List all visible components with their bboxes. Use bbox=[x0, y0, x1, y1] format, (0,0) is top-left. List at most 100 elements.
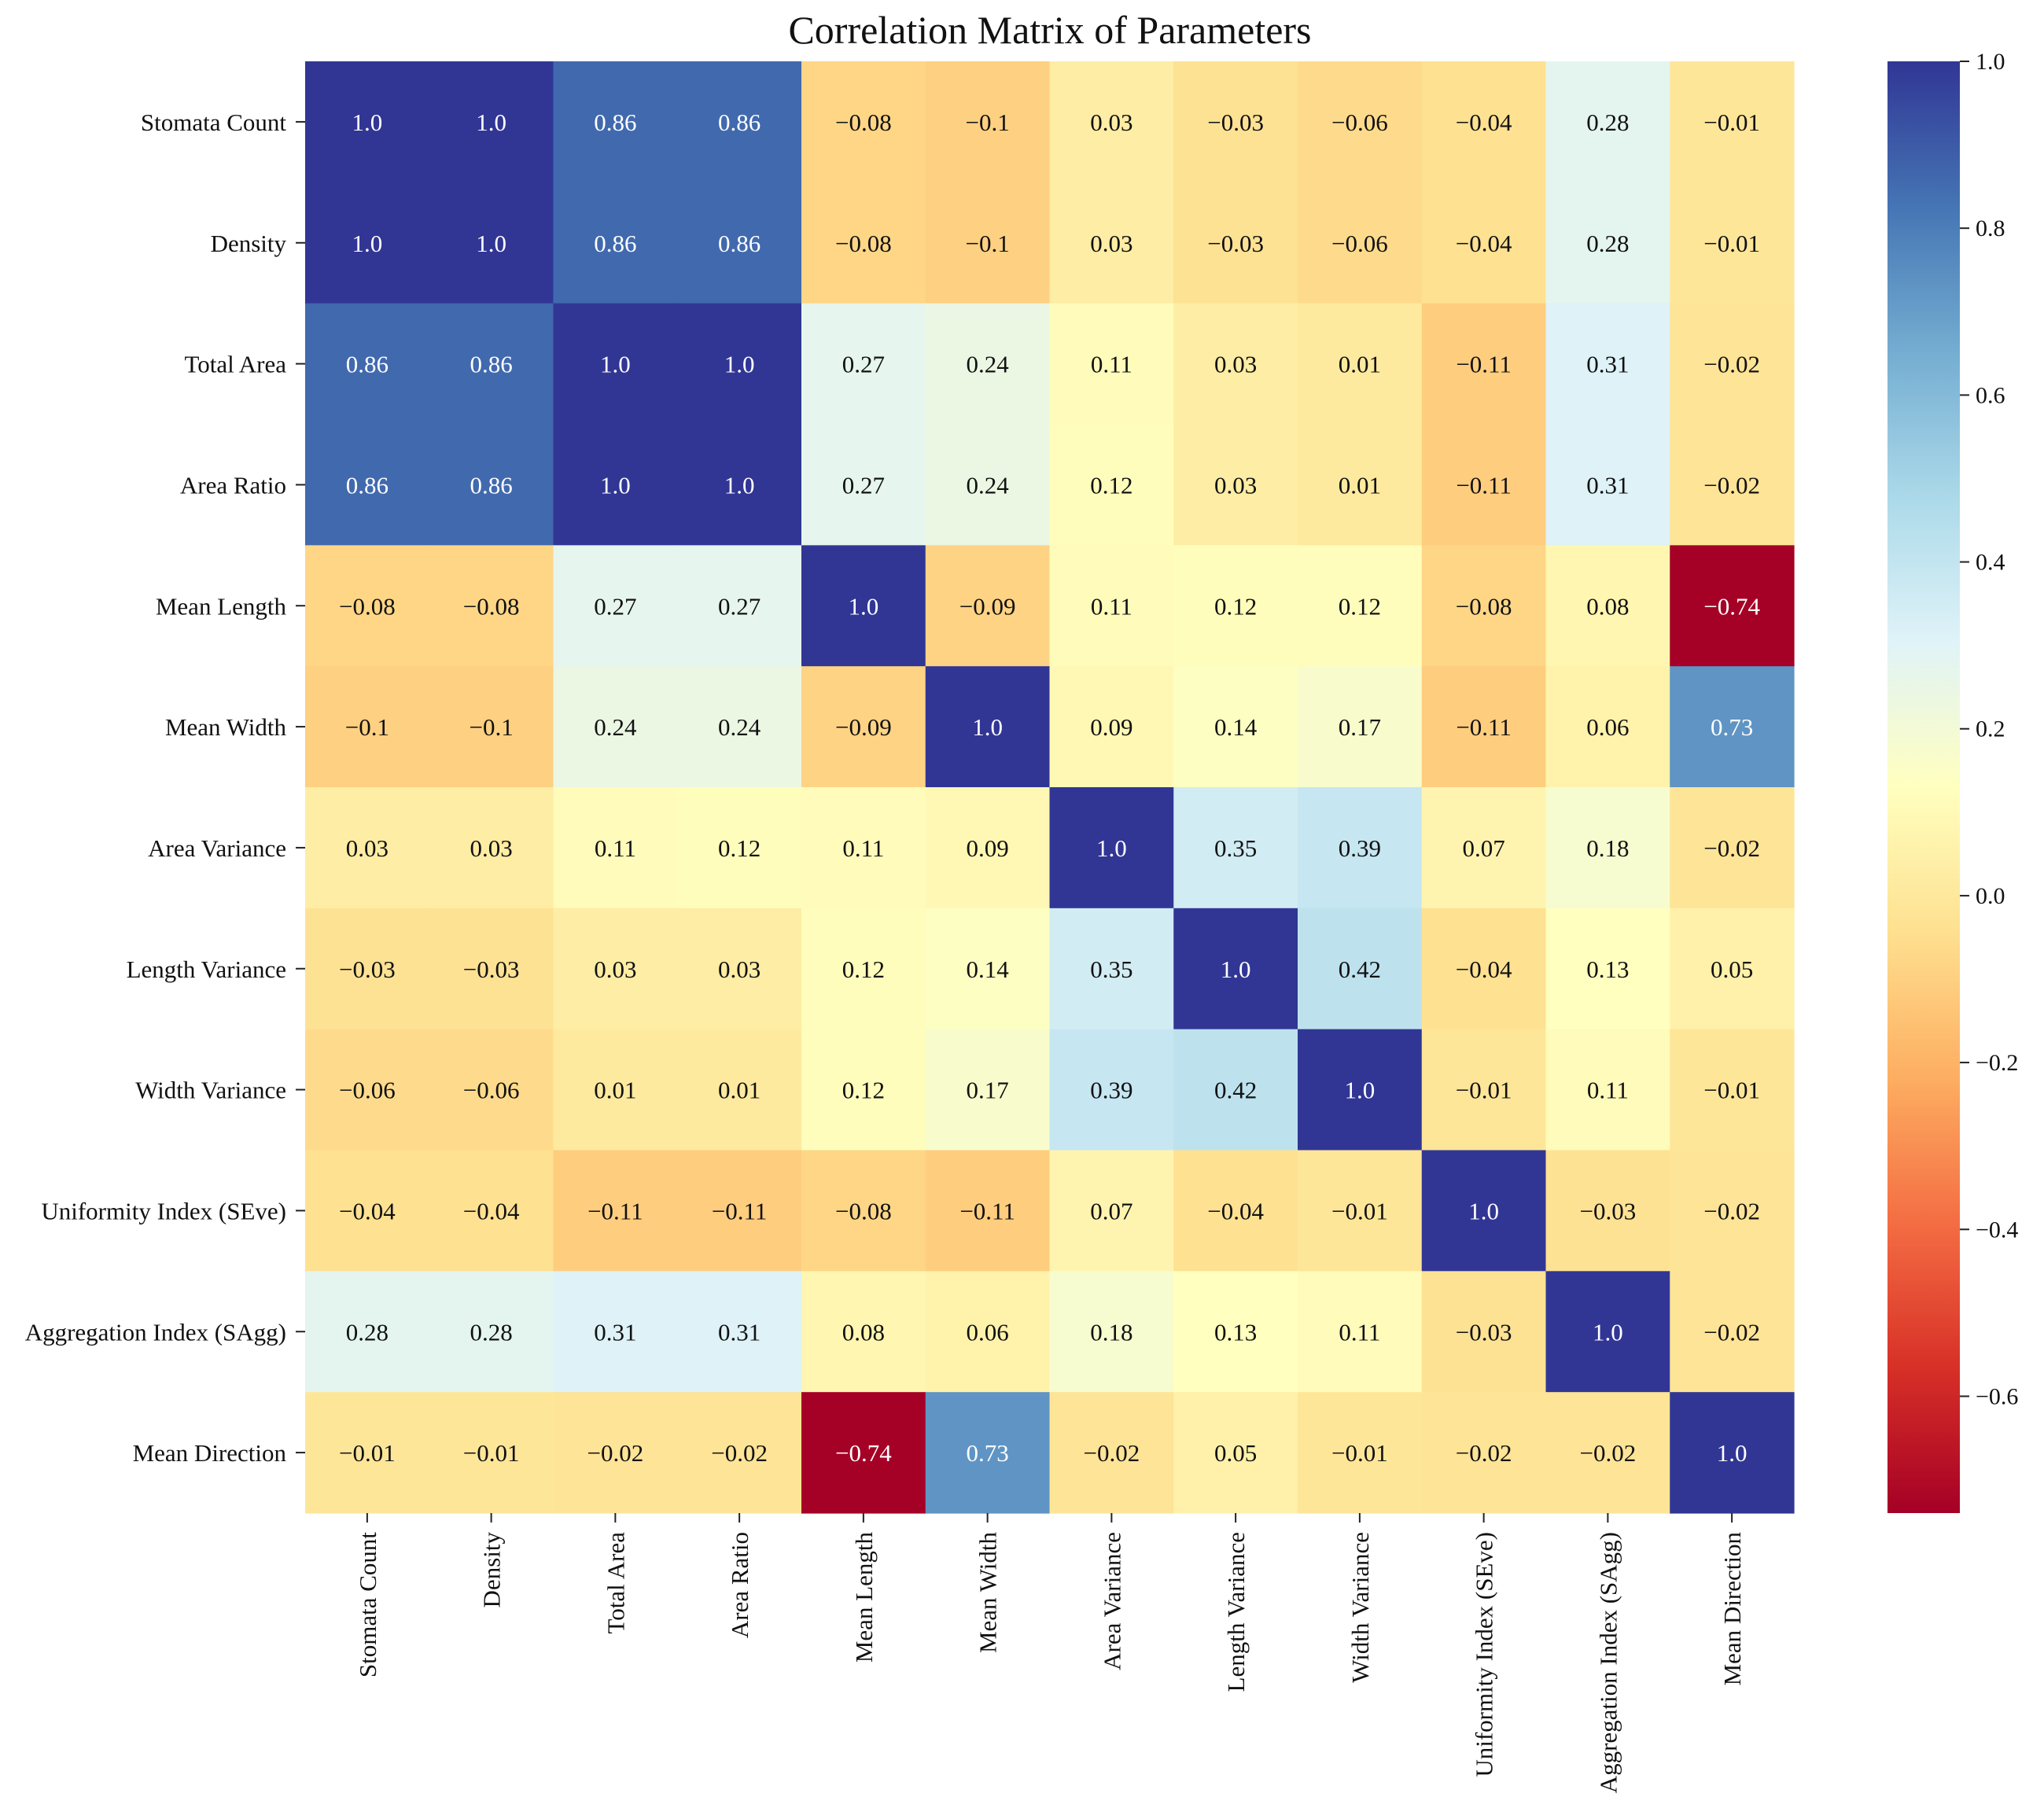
cell-value-label: 0.42 bbox=[1214, 1077, 1257, 1104]
heatmap-cell bbox=[1421, 666, 1547, 788]
y-tick-label: Mean Direction bbox=[133, 1439, 287, 1467]
cell-value-label: 0.24 bbox=[967, 471, 1010, 499]
cell-value-label: 0.31 bbox=[718, 1318, 761, 1346]
y-tick-label: Length Variance bbox=[127, 956, 286, 983]
heatmap-cell bbox=[1670, 61, 1795, 183]
cell-value-label: 0.27 bbox=[842, 471, 885, 499]
cell-value-label: 1.0 bbox=[1221, 956, 1251, 983]
heatmap-cell bbox=[1545, 1029, 1670, 1151]
heatmap-cell bbox=[1049, 545, 1174, 667]
heatmap-cell bbox=[801, 424, 926, 546]
colorbar-gradient bbox=[1887, 61, 1960, 1513]
heatmap-cell bbox=[1670, 666, 1795, 788]
heatmap-cell bbox=[925, 1029, 1051, 1151]
cell-value-label: −0.01 bbox=[463, 1439, 520, 1467]
cell-value-label: 0.12 bbox=[1214, 592, 1257, 620]
heatmap-cell bbox=[1173, 182, 1298, 304]
cell-value-label: 0.28 bbox=[1586, 109, 1629, 136]
x-tick-label: Uniformity Index (SEve) bbox=[1471, 1532, 1498, 1777]
heatmap-cell bbox=[1670, 1150, 1795, 1272]
cell-value-label: 0.11 bbox=[1091, 592, 1132, 620]
heatmap-cell bbox=[1421, 303, 1547, 425]
heatmap-cell bbox=[925, 1150, 1051, 1272]
cell-value-label: −0.03 bbox=[339, 956, 396, 983]
cell-value-label: 0.03 bbox=[1090, 109, 1132, 136]
heatmap-cell bbox=[429, 787, 554, 909]
heatmap-cell bbox=[1173, 545, 1298, 667]
heatmap-cell bbox=[801, 666, 926, 788]
cell-value-label: 0.03 bbox=[1090, 230, 1132, 257]
cell-value-label: 0.28 bbox=[346, 1318, 389, 1346]
heatmap-cell bbox=[1670, 303, 1795, 425]
heatmap-cell bbox=[1545, 1150, 1670, 1272]
heatmap-cell bbox=[553, 1029, 678, 1151]
cell-value-label: 0.86 bbox=[470, 471, 513, 499]
cell-value-label: −0.1 bbox=[470, 713, 514, 741]
heatmap-cell bbox=[429, 666, 554, 788]
cell-value-label: 1.0 bbox=[1345, 1077, 1376, 1104]
y-tick-label: Density bbox=[211, 230, 287, 257]
heatmap-cell bbox=[1545, 1392, 1670, 1514]
y-tick-label: Aggregation Index (SAgg) bbox=[25, 1318, 286, 1346]
heatmap-cell bbox=[1049, 1271, 1174, 1393]
cell-value-label: 1.0 bbox=[352, 109, 383, 136]
heatmap-cell bbox=[1545, 303, 1670, 425]
heatmap-cell bbox=[1173, 303, 1298, 425]
heatmap-cell bbox=[925, 303, 1051, 425]
cell-value-label: −0.02 bbox=[587, 1439, 644, 1467]
heatmap-cell bbox=[677, 787, 802, 909]
cell-value-label: 0.18 bbox=[1586, 834, 1629, 862]
x-tick-label: Stomata Count bbox=[354, 1532, 381, 1678]
heatmap-cell bbox=[801, 1392, 926, 1514]
heatmap-cell bbox=[429, 303, 554, 425]
y-tick-label: Width Variance bbox=[135, 1077, 286, 1104]
heatmap-cell bbox=[1298, 1150, 1423, 1272]
heatmap-cell bbox=[1049, 666, 1174, 788]
x-tick-label: Density bbox=[478, 1532, 506, 1608]
cell-value-label: 0.01 bbox=[594, 1077, 636, 1104]
heatmap-cell bbox=[553, 787, 678, 909]
cell-value-label: 0.39 bbox=[1090, 1077, 1132, 1104]
cell-value-label: 0.17 bbox=[967, 1077, 1009, 1104]
cell-value-label: 0.07 bbox=[1090, 1197, 1132, 1224]
heatmap-cell bbox=[429, 1392, 554, 1514]
x-tick-labels: Stomata Count Density Total Area Area Ratio… bbox=[354, 1513, 1746, 1793]
cell-value-label: −0.04 bbox=[1456, 109, 1512, 136]
cell-value-label: −0.02 bbox=[1703, 834, 1760, 862]
cell-value-label: −0.03 bbox=[463, 956, 520, 983]
cell-value-label: 1.0 bbox=[476, 230, 506, 257]
heatmap-cell bbox=[1670, 1392, 1795, 1514]
y-tick-label: Mean Width bbox=[165, 713, 287, 741]
heatmap-cell bbox=[429, 182, 554, 304]
heatmap-cell bbox=[1545, 908, 1670, 1030]
cell-value-label: 0.03 bbox=[1214, 471, 1257, 499]
heatmap-cell bbox=[801, 61, 926, 183]
heatmap-cell bbox=[677, 545, 802, 667]
y-tick-label: Area Ratio bbox=[180, 471, 286, 499]
cell-value-label: −0.11 bbox=[959, 1197, 1015, 1224]
heatmap-cell bbox=[1049, 1392, 1174, 1514]
heatmap-cell bbox=[305, 908, 430, 1030]
cell-value-label: 0.08 bbox=[1586, 592, 1629, 620]
heatmap-cell bbox=[305, 1150, 430, 1272]
heatmap-cell bbox=[1049, 1150, 1174, 1272]
cell-value-label: −0.02 bbox=[1703, 1318, 1760, 1346]
cell-value-label: 0.11 bbox=[1587, 1077, 1629, 1104]
heatmap-cell bbox=[305, 1271, 430, 1393]
heatmap-cell bbox=[1298, 303, 1423, 425]
cell-value-label: 0.03 bbox=[718, 956, 761, 983]
cell-value-label: −0.1 bbox=[345, 713, 389, 741]
cell-value-label: 1.0 bbox=[1717, 1439, 1748, 1467]
heatmap-cell bbox=[677, 303, 802, 425]
x-tick-label: Mean Direction bbox=[1718, 1532, 1746, 1686]
cell-value-label: 0.86 bbox=[718, 230, 761, 257]
colorbar-tick-label: 0.0 bbox=[1976, 883, 2005, 909]
heatmap-cell bbox=[305, 182, 430, 304]
cell-value-label: −0.08 bbox=[835, 1197, 892, 1224]
heatmap-cell bbox=[429, 1271, 554, 1393]
cell-value-label: 1.0 bbox=[352, 230, 383, 257]
heatmap-cell bbox=[677, 908, 802, 1030]
heatmap-cell bbox=[925, 666, 1051, 788]
heatmap-cell bbox=[801, 1271, 926, 1393]
